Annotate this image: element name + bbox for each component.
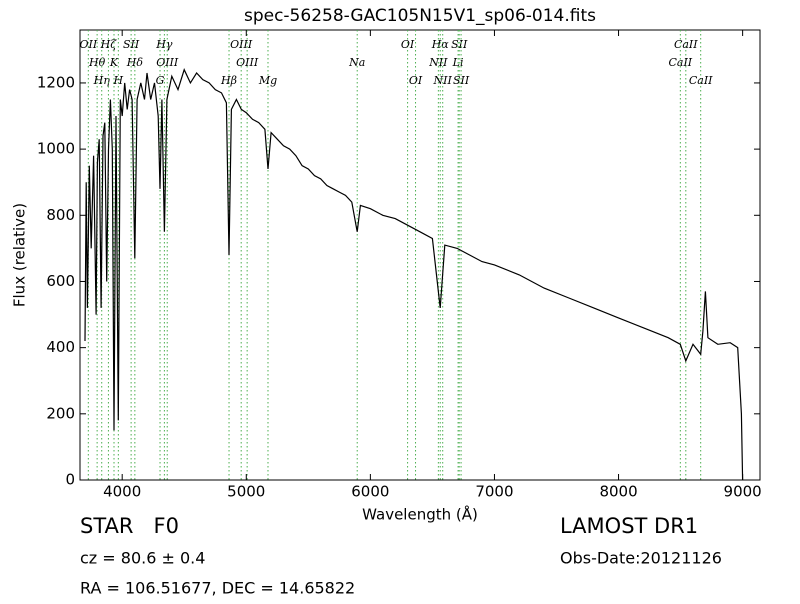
x-tick-label: 6000 xyxy=(351,483,389,501)
y-axis-label: Flux (relative) xyxy=(11,203,29,307)
y-tick-label: 1200 xyxy=(37,73,75,91)
spectral-line-label: OIII xyxy=(230,38,253,51)
x-tick-label: 9000 xyxy=(724,483,762,501)
spectral-line-label: Mg xyxy=(258,74,277,87)
x-tick-label: 7000 xyxy=(475,483,513,501)
spectral-line-label: Hβ xyxy=(220,74,237,87)
spectral-line-label: CaII xyxy=(689,74,713,87)
spectral-line-label: NII xyxy=(433,74,453,87)
spectral-line-label: OII xyxy=(79,38,97,51)
y-tick-label: 1000 xyxy=(37,140,75,158)
spectral-line-label: NII xyxy=(428,56,448,69)
chart-title: spec-56258-GAC105N15V1_sp06-014.fits xyxy=(244,6,596,26)
spectral-line-label: K xyxy=(109,56,119,69)
y-tick-label: 800 xyxy=(46,206,75,224)
redshift: cz = 80.6 ± 0.4 xyxy=(80,549,205,568)
spectral-line-label: G xyxy=(156,74,165,87)
x-tick-label: 4000 xyxy=(103,483,141,501)
coordinates: RA = 106.51677, DEC = 14.65822 xyxy=(80,579,355,598)
spectral-line-label: Na xyxy=(348,56,365,69)
spectral-line-label: CaII xyxy=(668,56,692,69)
spectral-line-label: Hα xyxy=(431,38,450,51)
spectral-line-label: Hδ xyxy=(126,56,144,69)
y-tick-label: 200 xyxy=(46,404,75,422)
spectral-line-label: Hγ xyxy=(155,38,173,51)
spectral-line-label: OIII xyxy=(156,56,179,69)
y-tick-label: 400 xyxy=(46,338,75,356)
spectral-line-label: H xyxy=(113,74,124,87)
spectral-line-label: Hθ xyxy=(88,56,106,69)
spectral-line-label: Hη xyxy=(93,74,111,87)
spectral-line-label: OI xyxy=(409,74,423,87)
x-tick-label: 8000 xyxy=(599,483,637,501)
x-tick-label: 5000 xyxy=(227,483,265,501)
spectral-line-label: SII xyxy=(453,74,470,87)
object-class: STAR F0 xyxy=(80,514,179,538)
y-tick-label: 600 xyxy=(46,272,75,290)
spectral-line-label: CaII xyxy=(674,38,698,51)
spectral-line-label: OIII xyxy=(236,56,259,69)
spectral-line-label: SII xyxy=(451,38,468,51)
obs-date: Obs-Date:20121126 xyxy=(560,549,722,568)
y-tick-label: 0 xyxy=(65,471,75,489)
plot-frame xyxy=(79,29,761,481)
spectral-line-label: Li xyxy=(452,56,464,69)
x-axis-label: Wavelength (Å) xyxy=(362,505,478,524)
survey: LAMOST DR1 xyxy=(560,514,698,538)
spectral-line-label: OI xyxy=(401,38,415,51)
spectrum xyxy=(84,68,744,481)
spectral-line-label: Hζ xyxy=(100,38,118,51)
spectral-line-label: SII xyxy=(123,38,140,51)
